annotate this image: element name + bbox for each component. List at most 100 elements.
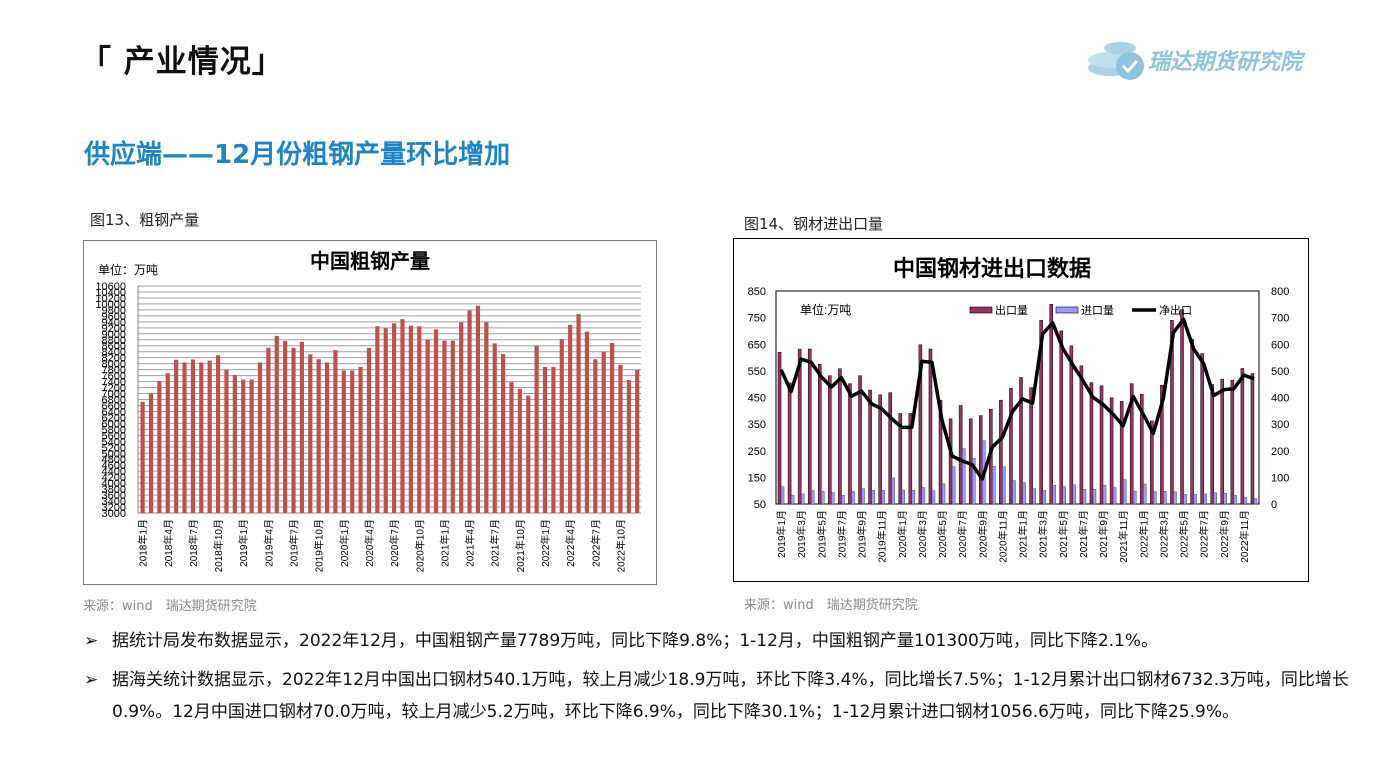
export-bar xyxy=(1039,320,1043,505)
logo-coins-icon xyxy=(1088,42,1144,80)
export-bar xyxy=(828,375,832,505)
x-tick-label: 2021年3月 xyxy=(1037,510,1050,558)
x-tick-label: 2019年1月 xyxy=(237,519,250,567)
import-bar xyxy=(811,490,815,505)
y-tick-label: 4200 xyxy=(102,472,126,484)
bar xyxy=(408,325,413,513)
bar xyxy=(576,314,581,513)
figure-13-source: 来源：wind 瑞达期货研究院 xyxy=(83,599,257,614)
bar xyxy=(425,339,430,513)
y-tick-label: 6000 xyxy=(102,418,126,430)
export-bar xyxy=(1140,394,1144,505)
y-tick-label: 3000 xyxy=(102,508,126,520)
bar xyxy=(551,366,556,513)
y-tick-label: 7800 xyxy=(102,365,126,377)
import-bar xyxy=(1012,480,1016,505)
export-bar xyxy=(1059,330,1064,505)
import-bar xyxy=(911,489,916,505)
export-bar xyxy=(1240,368,1245,505)
import-bar xyxy=(901,489,905,505)
y-tick-label: 5600 xyxy=(102,430,126,442)
bar xyxy=(299,341,304,513)
export-bar xyxy=(858,375,862,505)
y-tick-label: 8800 xyxy=(102,335,126,347)
import-bar xyxy=(1253,498,1258,505)
bar xyxy=(559,339,564,513)
x-tick-label: 2022年7月 xyxy=(1198,510,1211,558)
import-bar xyxy=(1062,486,1066,505)
y-tick-label: 4600 xyxy=(102,460,126,472)
x-tick-label: 2020年1月 xyxy=(338,519,351,567)
bar xyxy=(417,326,422,513)
bar xyxy=(316,359,321,513)
import-bar xyxy=(1203,493,1207,505)
export-bar xyxy=(1160,385,1164,505)
export-bar xyxy=(1129,383,1134,505)
import-bar xyxy=(1163,491,1167,505)
y-tick-label: 10200 xyxy=(95,293,126,305)
bar xyxy=(366,347,372,513)
x-tick-label: 2020年3月 xyxy=(916,510,929,558)
import-bar xyxy=(831,492,835,505)
right-y-tick-label: 400 xyxy=(1271,393,1289,405)
x-tick-label: 2022年4月 xyxy=(564,519,577,567)
import-bar xyxy=(871,489,875,505)
y-tick-label: 5000 xyxy=(102,448,126,460)
bar xyxy=(291,347,296,513)
y-tick-label: 9000 xyxy=(102,329,126,341)
x-tick-label: 2021年10月 xyxy=(514,519,527,572)
import-bar xyxy=(1022,482,1026,505)
import-bar xyxy=(1133,491,1137,505)
export-bar xyxy=(888,392,892,505)
left-y-tick-label: 850 xyxy=(748,286,766,298)
bar xyxy=(635,369,640,513)
y-tick-label: 9200 xyxy=(102,323,126,335)
bar xyxy=(249,379,254,513)
import-bar xyxy=(1173,491,1177,505)
import-bar xyxy=(1233,495,1238,505)
x-tick-label: 2020年10月 xyxy=(413,519,426,572)
bar xyxy=(584,331,590,513)
y-tick-label: 7000 xyxy=(102,389,126,401)
import-bar xyxy=(841,495,845,505)
steel-trade-chart: 中国钢材进出口数据 单位:万吨 50 150 250 350 450 550 650 750 850… xyxy=(733,238,1309,582)
bar xyxy=(509,382,514,513)
steel-output-chart: 中国粗钢产量 单位：万吨 3000 3200 3400 3600 3800 4000 4200 4… xyxy=(83,240,657,585)
left-y-tick-label: 350 xyxy=(748,419,766,431)
legend-import-swatch xyxy=(1055,306,1079,314)
bar xyxy=(308,354,313,513)
arrow-bullet-icon: ➢ xyxy=(84,670,99,690)
bar xyxy=(375,326,380,513)
import-bar xyxy=(1092,489,1097,505)
y-tick-label: 5800 xyxy=(102,424,126,436)
y-tick-label: 3200 xyxy=(102,502,126,514)
x-tick-label: 2022年1月 xyxy=(1137,510,1150,558)
export-bar xyxy=(1150,420,1154,505)
y-tick-label: 3400 xyxy=(102,496,126,508)
bar xyxy=(383,327,388,513)
right-y-tick-label: 0 xyxy=(1271,499,1277,511)
bar xyxy=(140,401,145,513)
import-bar xyxy=(921,487,926,505)
bar xyxy=(542,366,548,513)
export-bar xyxy=(1119,400,1124,505)
x-tick-label: 2019年7月 xyxy=(835,510,848,558)
bar xyxy=(199,362,204,513)
y-tick-label: 4800 xyxy=(102,454,126,466)
legend-export-label: 出口量 xyxy=(995,303,1028,317)
export-bar xyxy=(1200,353,1204,505)
x-tick-label: 2019年10月 xyxy=(313,519,326,572)
bar xyxy=(517,388,522,513)
x-tick-label: 2021年1月 xyxy=(1017,510,1030,558)
export-bar xyxy=(938,399,943,505)
export-bar xyxy=(1049,304,1053,505)
bar xyxy=(157,380,162,513)
net-export-line xyxy=(779,317,1255,481)
x-tick-label: 2020年7月 xyxy=(956,510,969,558)
x-tick-label: 2019年7月 xyxy=(288,519,301,567)
y-tick-label: 7400 xyxy=(102,377,126,389)
export-bar xyxy=(948,418,953,505)
y-tick-label: 6200 xyxy=(102,412,126,424)
right-y-tick-label: 700 xyxy=(1271,313,1289,325)
y-tick-label: 4400 xyxy=(102,466,126,478)
